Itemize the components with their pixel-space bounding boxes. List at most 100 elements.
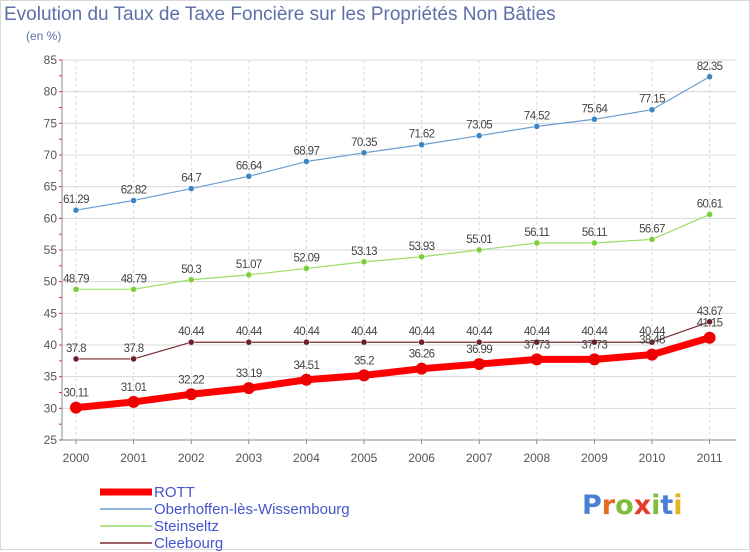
legend-swatch-oberhoffen <box>100 508 152 510</box>
data-label-oberhoffen-l-s-wissembourg: 70.35 <box>351 137 377 149</box>
data-point-rott <box>242 382 255 395</box>
data-label-rott: 37.73 <box>582 339 608 351</box>
data-point-cleebourg <box>706 318 713 326</box>
x-tick-label: 2006 <box>408 451 435 465</box>
data-point-steinseltz <box>187 276 195 284</box>
data-label-steinseltz: 50.3 <box>181 264 201 276</box>
logo-letter: i <box>673 490 683 521</box>
x-tick-label: 2008 <box>523 451 550 465</box>
data-label-steinseltz: 56.67 <box>639 223 665 235</box>
legend-label-steinseltz: Steinseltz <box>154 518 220 535</box>
x-tick-label: 2009 <box>581 451 608 465</box>
data-label-cleebourg: 43.67 <box>697 306 723 318</box>
data-label-cleebourg: 40.44 <box>294 326 321 338</box>
data-point-oberhoffen-l-s-wissembourg <box>591 116 598 123</box>
data-label-cleebourg: 40.44 <box>466 326 493 338</box>
y-tick-label: 50 <box>44 275 58 289</box>
data-label-cleebourg: 40.44 <box>639 326 666 338</box>
data-point-rott <box>415 362 428 375</box>
data-point-rott <box>358 369 370 382</box>
data-label-rott: 34.51 <box>294 360 320 372</box>
chart-title: Evolution du Taux de Taxe Foncière sur l… <box>4 4 556 25</box>
data-point-oberhoffen-l-s-wissembourg <box>130 197 137 204</box>
data-point-oberhoffen-l-s-wissembourg <box>245 173 253 180</box>
legend-label-oberhoffen: Oberhoffen-lès-Wissembourg <box>154 501 350 518</box>
data-label-oberhoffen-l-s-wissembourg: 61.29 <box>63 194 89 206</box>
y-tick-label: 70 <box>44 148 58 162</box>
y-tick-label: 75 <box>44 116 58 130</box>
y-tick-label: 35 <box>44 370 58 384</box>
data-label-cleebourg: 40.44 <box>409 326 436 338</box>
data-point-cleebourg <box>591 338 598 346</box>
data-point-oberhoffen-l-s-wissembourg <box>706 73 713 81</box>
data-label-oberhoffen-l-s-wissembourg: 73.05 <box>466 120 492 132</box>
data-point-steinseltz <box>533 239 541 247</box>
data-label-rott: 37.73 <box>524 339 550 351</box>
data-label-oberhoffen-l-s-wissembourg: 66.64 <box>236 160 263 172</box>
x-tick-label: 2004 <box>293 451 320 465</box>
y-tick-label: 25 <box>44 433 58 447</box>
data-label-rott: 33.19 <box>236 368 262 380</box>
data-point-rott <box>473 358 486 371</box>
data-label-oberhoffen-l-s-wissembourg: 62.82 <box>121 184 147 196</box>
series-line-oberhoffen-l-s-wissembourg <box>75 76 711 211</box>
data-label-rott: 36.99 <box>466 344 492 356</box>
data-point-steinseltz <box>475 246 483 254</box>
y-tick-label: 60 <box>44 211 58 225</box>
y-tick-label: 65 <box>44 180 58 194</box>
data-label-rott: 41.15 <box>697 318 723 330</box>
legend-swatch-cleebourg <box>100 542 152 544</box>
logo-letter: i <box>651 490 661 521</box>
data-point-steinseltz <box>418 253 425 261</box>
data-label-cleebourg: 37.8 <box>66 343 86 355</box>
series-line-rott <box>72 334 714 412</box>
data-point-rott <box>646 348 658 361</box>
data-point-cleebourg <box>130 355 137 363</box>
data-label-oberhoffen-l-s-wissembourg: 64.7 <box>181 173 201 185</box>
data-point-rott <box>127 395 140 408</box>
data-label-cleebourg: 40.44 <box>351 326 378 338</box>
data-point-oberhoffen-l-s-wissembourg <box>360 149 368 157</box>
x-tick-label: 2001 <box>120 451 147 465</box>
data-label-cleebourg: 40.44 <box>236 326 263 338</box>
y-tick-label: 55 <box>44 243 58 257</box>
data-point-rott <box>703 331 716 344</box>
data-point-oberhoffen-l-s-wissembourg <box>648 106 656 113</box>
x-tick-label: 2000 <box>63 451 90 465</box>
data-label-rott: 30.11 <box>64 388 89 400</box>
data-label-rott: 36.26 <box>409 349 435 361</box>
data-point-steinseltz <box>303 265 310 272</box>
x-tick-label: 2011 <box>697 451 723 465</box>
data-point-steinseltz <box>648 236 656 243</box>
proxiti-logo: Proxiti <box>582 490 683 521</box>
data-label-cleebourg: 40.44 <box>178 326 205 338</box>
data-label-steinseltz: 55.01 <box>466 234 492 246</box>
data-point-rott <box>588 353 601 366</box>
data-label-steinseltz: 56.11 <box>582 227 607 239</box>
legend-label-rott: ROTT <box>154 484 195 501</box>
data-label-cleebourg: 40.44 <box>524 326 551 338</box>
legend-swatch-rott <box>100 488 152 496</box>
data-label-rott: 32.22 <box>178 374 204 386</box>
unit-label: (en %) <box>26 29 62 43</box>
data-point-rott <box>300 373 313 386</box>
y-tick-label: 45 <box>44 306 58 320</box>
data-point-rott <box>530 353 543 366</box>
series-line-steinseltz <box>75 213 711 290</box>
data-point-cleebourg <box>72 355 80 363</box>
data-label-steinseltz: 56.11 <box>524 227 549 239</box>
data-point-cleebourg <box>648 338 656 346</box>
y-tick-label: 40 <box>44 338 58 352</box>
data-label-steinseltz: 48.79 <box>121 273 147 285</box>
x-tick-label: 2002 <box>178 451 205 465</box>
data-point-cleebourg <box>475 338 483 346</box>
data-label-steinseltz: 53.93 <box>409 241 435 253</box>
data-label-rott: 38.48 <box>639 335 665 347</box>
data-label-steinseltz: 52.09 <box>294 252 320 264</box>
x-tick-label: 2005 <box>351 451 378 465</box>
data-point-oberhoffen-l-s-wissembourg <box>418 141 425 148</box>
data-point-steinseltz <box>245 271 253 279</box>
logo-letter: t <box>660 490 674 521</box>
data-point-cleebourg <box>360 338 368 346</box>
data-label-rott: 31.01 <box>121 382 147 394</box>
